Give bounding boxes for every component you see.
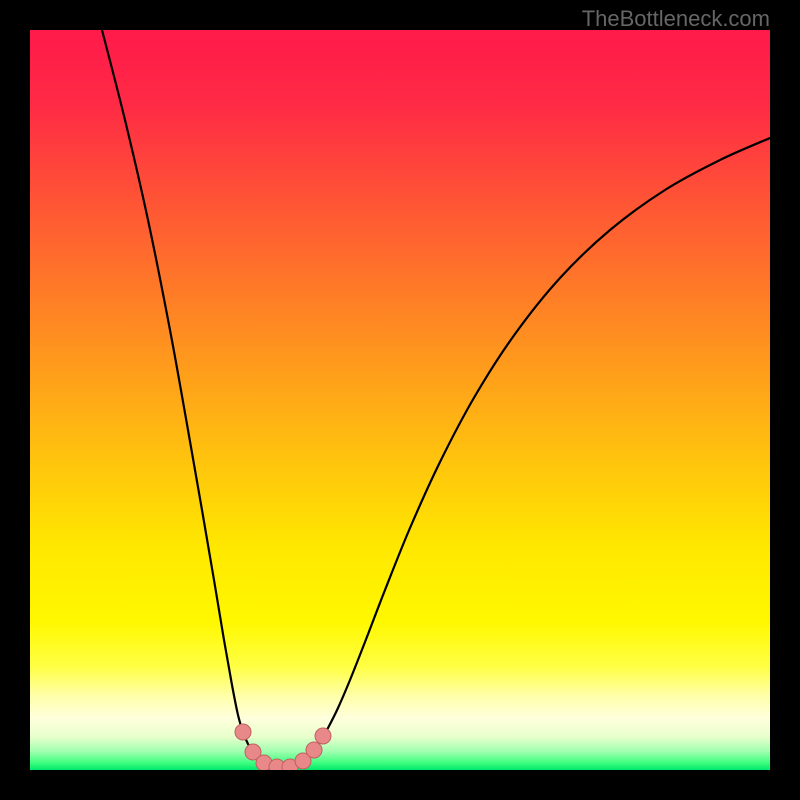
plot-area bbox=[30, 30, 770, 770]
watermark-text: TheBottleneck.com bbox=[582, 6, 770, 32]
gradient-background bbox=[30, 30, 770, 770]
chart-frame: TheBottleneck.com bbox=[0, 0, 800, 800]
